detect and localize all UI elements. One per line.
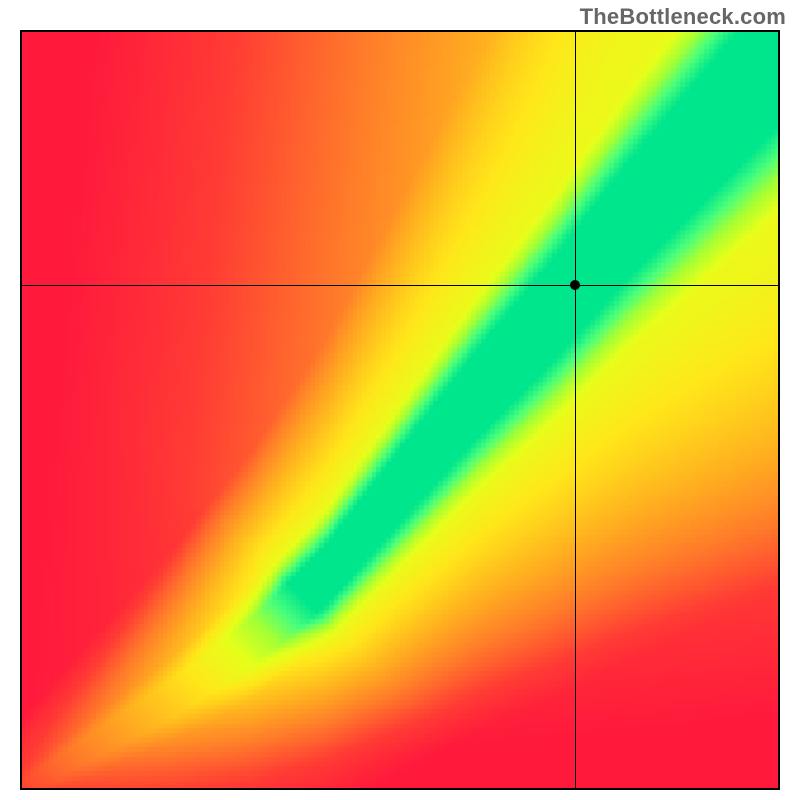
marker-dot <box>570 280 580 290</box>
watermark-text: TheBottleneck.com <box>580 4 786 30</box>
heatmap-canvas <box>20 30 780 790</box>
chart-container: TheBottleneck.com <box>0 0 800 800</box>
crosshair-horizontal <box>20 285 780 286</box>
plot-area <box>20 30 780 790</box>
crosshair-vertical <box>575 30 576 790</box>
